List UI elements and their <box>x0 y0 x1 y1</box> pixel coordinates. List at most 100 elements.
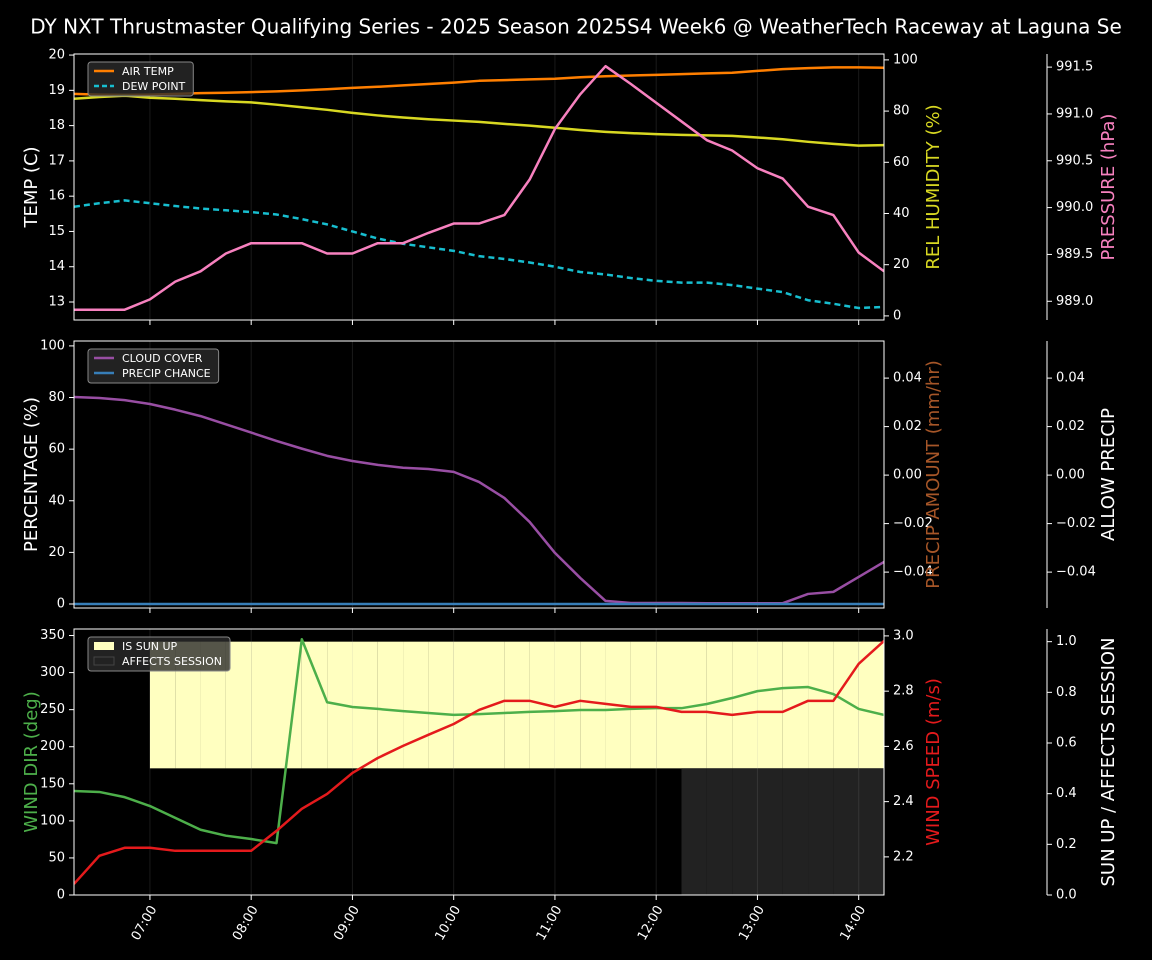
band <box>782 768 809 895</box>
y2-tick-label: 0 <box>893 308 901 323</box>
band <box>428 641 454 769</box>
chart-title: DY NXT Thrustmaster Qualifying Series - … <box>30 15 1122 39</box>
band <box>732 768 758 895</box>
y-tick-label: 80 <box>48 390 65 405</box>
y2-tick-label: 2.4 <box>893 794 914 809</box>
x-tick-label: 14:00 <box>837 903 869 943</box>
legend-label: IS SUN UP <box>122 640 178 653</box>
legend-box <box>87 61 194 97</box>
y3-tick-label: 0.02 <box>1056 419 1085 434</box>
legend-swatch <box>94 642 114 650</box>
y3-tick-label: −0.04 <box>1056 565 1096 580</box>
legend-label: CLOUD COVER <box>122 352 203 365</box>
y3-tick-label: 990.5 <box>1056 153 1093 168</box>
y-tick-label: 20 <box>48 48 65 63</box>
band <box>580 641 606 769</box>
y-tick-label: 100 <box>40 813 65 828</box>
legend-label: DEW POINT <box>122 80 186 93</box>
legend-box <box>87 636 231 672</box>
band <box>681 768 707 895</box>
plot-area <box>74 54 884 320</box>
y3-tick-label: 0.0 <box>1056 888 1077 903</box>
y-tick-label: 15 <box>48 224 65 239</box>
y2-axis-label: REL HUMIDITY (%) <box>923 104 944 269</box>
y3-tick-label: 0.04 <box>1056 371 1085 386</box>
series-line <box>74 94 884 147</box>
y-axis-label: TEMP (C) <box>21 146 42 228</box>
band <box>706 641 733 769</box>
y2-tick-label: −0.02 <box>893 516 933 531</box>
y2-tick-label: 3.0 <box>893 628 914 643</box>
band <box>706 768 733 895</box>
y2-tick-label: 80 <box>893 104 910 119</box>
y-tick-label: 19 <box>48 83 65 98</box>
series-line <box>74 395 884 605</box>
legend-label: AIR TEMP <box>122 65 174 78</box>
band <box>352 641 378 769</box>
legend-swatch <box>93 656 115 666</box>
band <box>833 768 859 895</box>
y3-tick-label: 989.5 <box>1056 247 1093 262</box>
x-tick-label: 12:00 <box>635 903 667 943</box>
band <box>403 641 429 769</box>
y2-tick-label: 0.02 <box>893 419 922 434</box>
y-tick-label: 300 <box>40 665 65 680</box>
x-tick-label: 10:00 <box>432 903 464 943</box>
series-line <box>74 66 884 97</box>
x-tick-label: 13:00 <box>736 903 768 943</box>
y-tick-label: 16 <box>48 189 65 204</box>
y-tick-label: 60 <box>48 442 65 457</box>
y3-tick-label: 991.5 <box>1056 60 1093 75</box>
y2-tick-label: 0.00 <box>893 468 922 483</box>
band <box>808 768 834 895</box>
y2-axis-label: WIND SPEED (m/s) <box>923 678 944 846</box>
y-tick-label: 18 <box>48 118 65 133</box>
band <box>858 768 884 895</box>
y3-tick-label: 991.0 <box>1056 106 1093 121</box>
band <box>251 641 277 769</box>
band <box>504 641 530 769</box>
y-tick-label: 13 <box>48 295 65 310</box>
y3-tick-label: 990.0 <box>1056 200 1093 215</box>
y3-tick-label: 0.2 <box>1056 837 1077 852</box>
legend-label: AFFECTS SESSION <box>122 655 222 668</box>
y2-tick-label: −0.04 <box>893 565 933 580</box>
y2-tick-label: 2.8 <box>893 684 914 699</box>
y-axis-label: PERCENTAGE (%) <box>21 397 42 552</box>
y3-tick-label: 0.4 <box>1056 786 1077 801</box>
band <box>757 768 783 895</box>
y2-tick-label: 40 <box>893 206 910 221</box>
y-tick-label: 150 <box>40 776 65 791</box>
x-tick-label: 11:00 <box>534 903 566 943</box>
y-tick-label: 40 <box>48 493 65 508</box>
x-tick-label: 09:00 <box>331 903 363 943</box>
plot-area <box>74 341 884 608</box>
y3-tick-label: 1.0 <box>1056 634 1077 649</box>
plot-area <box>74 629 884 895</box>
y2-tick-label: 2.6 <box>893 739 914 754</box>
y-tick-label: 350 <box>40 628 65 643</box>
y2-axis-label: PRECIP AMOUNT (mm/hr) <box>923 360 944 589</box>
y3-tick-label: 0.8 <box>1056 685 1077 700</box>
y3-tick-label: 0.6 <box>1056 736 1077 751</box>
band <box>453 641 479 769</box>
band <box>808 641 834 769</box>
y-tick-label: 0 <box>57 596 65 611</box>
band <box>833 641 859 769</box>
plot-frame <box>73 340 885 609</box>
y3-tick-label: 989.0 <box>1056 294 1093 309</box>
y2-tick-label: 60 <box>893 155 910 170</box>
series-line <box>74 639 884 885</box>
band <box>377 641 404 769</box>
plot-frame <box>73 53 885 321</box>
legend-box <box>87 348 220 384</box>
y-tick-label: 50 <box>48 850 65 865</box>
y3-axis-label: PRESSURE (hPa) <box>1098 114 1119 261</box>
band <box>757 641 783 769</box>
y2-tick-label: 2.2 <box>893 849 914 864</box>
y3-axis-label: SUN UP / AFFECTS SESSION <box>1098 637 1119 886</box>
series-line <box>74 637 884 845</box>
y-tick-label: 17 <box>48 153 65 168</box>
